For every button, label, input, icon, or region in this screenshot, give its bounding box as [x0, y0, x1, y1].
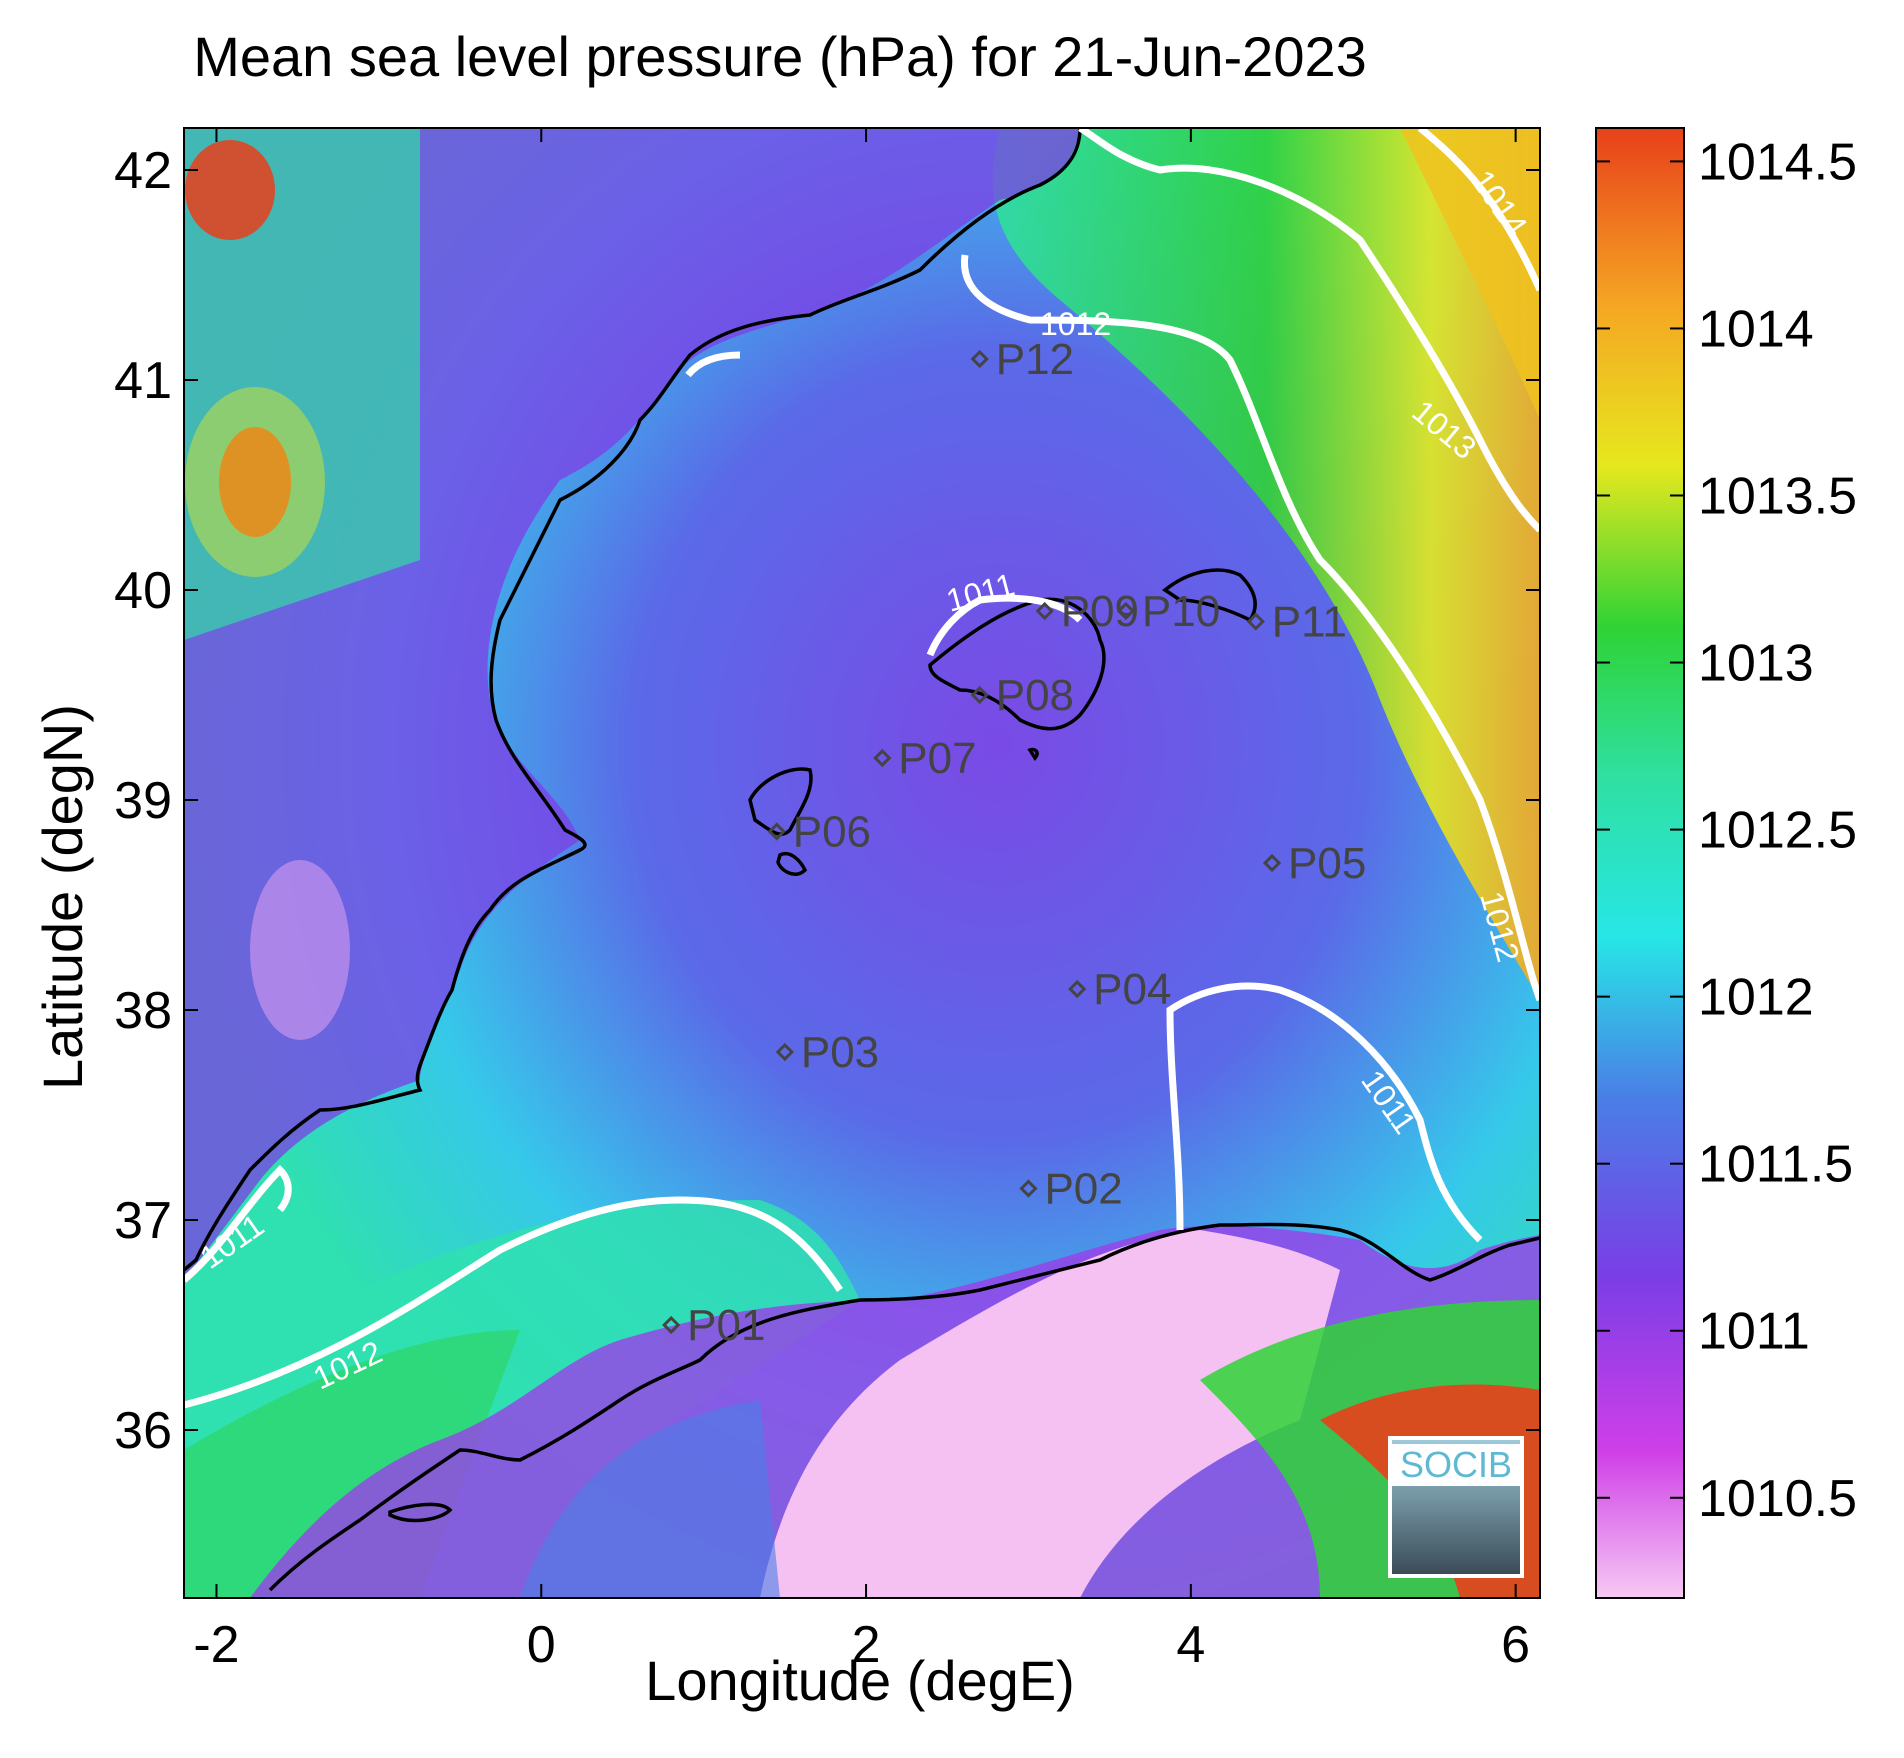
colorbar-tick-label: 1012.5 [1698, 802, 1857, 860]
station-label: P11 [1272, 598, 1347, 647]
isobars [184, 128, 1540, 1409]
station-marker [1262, 853, 1282, 873]
x-tick-label: 4 [1176, 1616, 1205, 1674]
y-tick-label: 38 [114, 982, 172, 1040]
colorbar [1595, 127, 1685, 1599]
station-marker [970, 349, 989, 369]
plot-frame [183, 127, 1541, 1599]
x-tick-label: -2 [193, 1616, 239, 1674]
station-label: P02 [1044, 1165, 1122, 1214]
station-marker [775, 1042, 794, 1062]
y-tick-label: 37 [114, 1192, 172, 1250]
logo-text: SOCIB [1392, 1444, 1520, 1486]
station-label: P06 [793, 808, 871, 857]
station-marker [970, 685, 989, 705]
chart-title: Mean sea level pressure (hPa) for 21-Jun… [193, 25, 1367, 88]
station-label: P08 [996, 671, 1074, 720]
colorbar-tick-label: 1010.5 [1698, 1470, 1857, 1528]
pressure-field [184, 128, 1540, 1598]
colorbar-tick-label: 1013 [1698, 635, 1814, 693]
x-axis-ticks: -2 0 2 4 6 [193, 128, 1530, 1674]
colorbar-tick-label: 1014.5 [1698, 133, 1857, 191]
station-label: P05 [1288, 839, 1366, 888]
coastline [184, 128, 1540, 1592]
station-label: P04 [1093, 965, 1171, 1014]
station-label: P09 [1061, 587, 1139, 636]
station-markers: P01 P02 P03 P04 P05 P06 P07 P08 P09 P10 P11 P12 [662, 335, 1366, 1350]
station-label: P12 [996, 335, 1074, 384]
station-label: P01 [687, 1301, 765, 1350]
x-axis-label: Longitude (degE) [645, 1649, 1075, 1712]
station-label: P10 [1142, 587, 1220, 636]
colorbar-tick-label: 1013.5 [1698, 468, 1857, 526]
station-marker [662, 1315, 681, 1335]
station-label: P03 [801, 1028, 879, 1077]
station-marker [1035, 601, 1054, 621]
station-marker [1019, 1179, 1038, 1198]
colorbar-tick-label: 1012 [1698, 969, 1814, 1027]
colorbar-tick-label: 1014 [1698, 300, 1814, 358]
colorbar-ticks: 1014.5 1014 1013.5 1013 1012.5 1012 1011.5 1011… [1596, 133, 1857, 1528]
station-marker [1246, 612, 1265, 631]
station-marker [873, 748, 892, 768]
station-marker [1116, 601, 1136, 621]
x-tick-label: 0 [527, 1616, 556, 1674]
station-marker [1068, 979, 1087, 999]
y-tick-label: 42 [114, 142, 172, 200]
station-marker [767, 822, 786, 841]
y-tick-label: 40 [114, 562, 172, 620]
isobar-label: 1012 [1040, 306, 1111, 342]
socib-logo: SOCIB [1388, 1436, 1524, 1578]
y-tick-label: 39 [114, 772, 172, 830]
y-axis-ticks: 42 41 40 39 38 37 36 [114, 142, 1540, 1460]
colorbar-tick-label: 1011.5 [1698, 1136, 1853, 1194]
colorbar-tick-label: 1011 [1698, 1303, 1810, 1361]
y-tick-label: 36 [114, 1402, 172, 1460]
x-tick-label: 6 [1501, 1616, 1530, 1674]
x-tick-label: 2 [852, 1616, 881, 1674]
station-label: P07 [898, 734, 976, 783]
y-tick-label: 41 [114, 352, 172, 410]
